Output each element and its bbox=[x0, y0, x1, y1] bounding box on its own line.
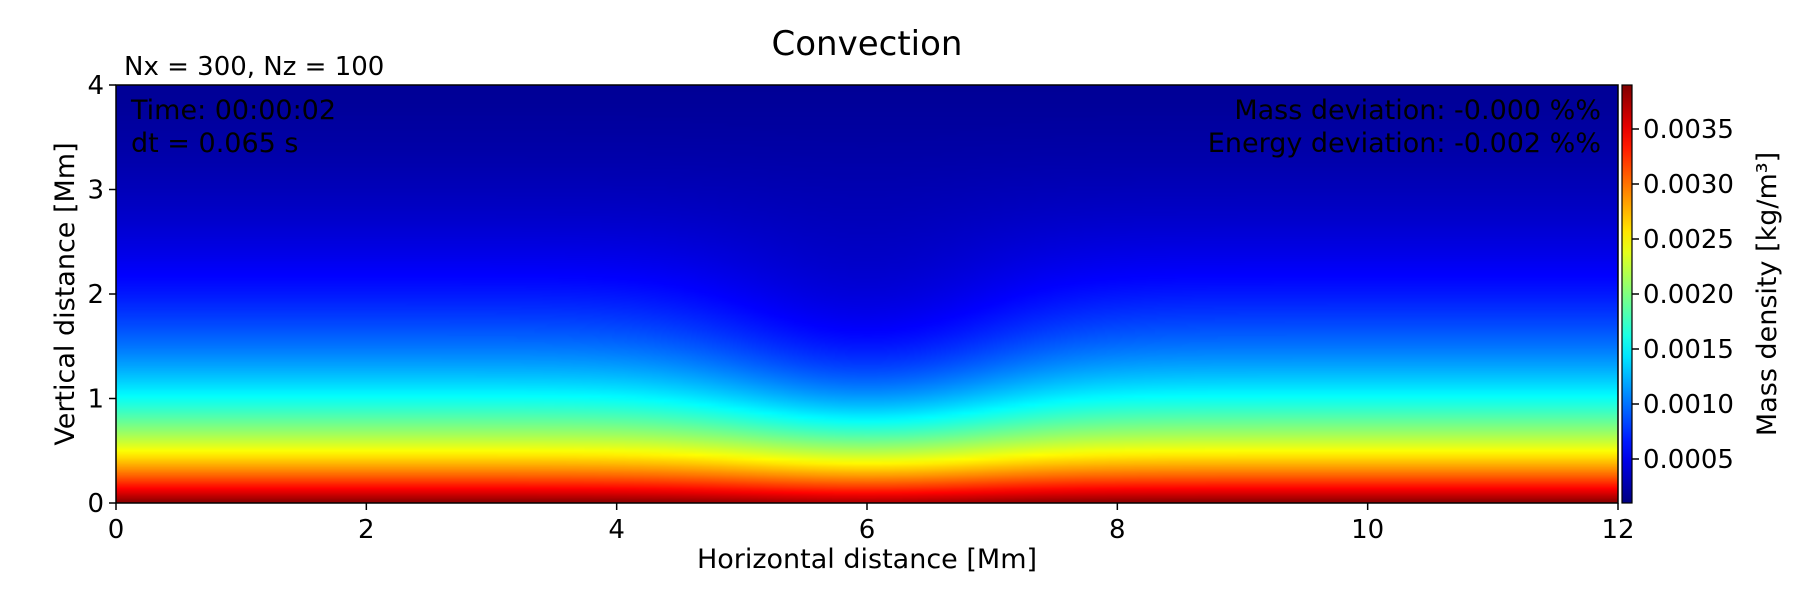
x-axis-ticks: 0 2 4 6 8 10 12 bbox=[108, 503, 1635, 545]
chart-subtitle: Nx = 300, Nz = 100 bbox=[124, 52, 384, 82]
density-heatmap bbox=[116, 85, 1618, 503]
dt-annotation: dt = 0.065 s bbox=[131, 128, 298, 159]
colorbar bbox=[1621, 84, 1633, 504]
colorbar-tick-label: 0.0035 bbox=[1643, 115, 1734, 145]
colorbar-tick-label: 0.0020 bbox=[1643, 280, 1734, 310]
mass-deviation-annotation: Mass deviation: -0.000 %% bbox=[1234, 95, 1601, 126]
x-axis-label: Horizontal distance [Mm] bbox=[697, 544, 1037, 575]
colorbar-ticks: 0.0005 0.0010 0.0015 0.0020 0.0025 0.0030 0.00… bbox=[1632, 115, 1734, 475]
chart-title: Convection bbox=[772, 24, 963, 64]
colorbar-tick-label: 0.0005 bbox=[1643, 445, 1734, 475]
x-tick-label: 2 bbox=[358, 515, 375, 545]
y-tick-label: 2 bbox=[87, 280, 104, 310]
time-annotation: Time: 00:00:02 bbox=[130, 95, 336, 126]
x-tick-label: 10 bbox=[1351, 515, 1384, 545]
x-tick-label: 4 bbox=[608, 515, 625, 545]
y-axis-label: Vertical distance [Mm] bbox=[50, 142, 81, 445]
y-tick-label: 0 bbox=[87, 489, 104, 519]
y-tick-label: 1 bbox=[87, 385, 104, 415]
heatmap-image bbox=[116, 85, 1618, 503]
x-tick-label: 12 bbox=[1601, 515, 1634, 545]
colorbar-tick-label: 0.0025 bbox=[1643, 225, 1734, 255]
y-tick-label: 3 bbox=[87, 176, 104, 206]
colorbar-tick-label: 0.0010 bbox=[1643, 390, 1734, 420]
colorbar-label: Mass density [kg/m³] bbox=[1752, 152, 1783, 436]
x-tick-label: 8 bbox=[1109, 515, 1126, 545]
energy-deviation-annotation: Energy deviation: -0.002 %% bbox=[1208, 128, 1601, 159]
x-tick-label: 6 bbox=[859, 515, 876, 545]
colorbar-tick-label: 0.0030 bbox=[1643, 170, 1734, 200]
x-tick-label: 0 bbox=[108, 515, 125, 545]
y-tick-label: 4 bbox=[87, 71, 104, 101]
y-axis-ticks: 0 1 2 3 4 bbox=[87, 71, 116, 519]
colorbar-tick-label: 0.0015 bbox=[1643, 335, 1734, 365]
